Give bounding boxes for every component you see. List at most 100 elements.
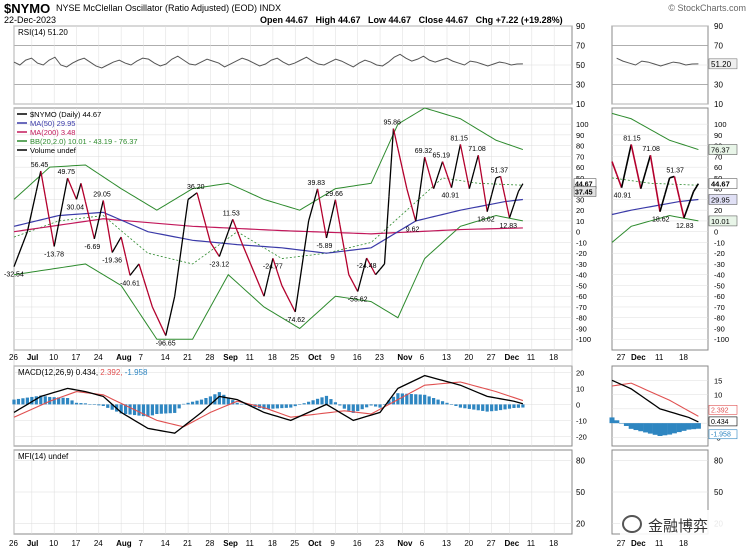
x-axis-label: Oct [308, 353, 322, 362]
macd-hist-bar [293, 404, 297, 407]
price-segment [486, 194, 493, 212]
chart-header: $NYMO NYSE McClellan Oscillator (Ratio A… [4, 1, 746, 27]
price-segment [263, 277, 270, 297]
price-segment [290, 302, 296, 313]
macd-hist-bar [88, 404, 92, 405]
zoom-price-segment [688, 191, 695, 205]
rsi-tick-label: 90 [576, 22, 585, 31]
price-segment [446, 174, 453, 188]
macd-hist-bar [351, 404, 355, 413]
brand-logo: 金融博弈 [620, 510, 746, 540]
x-axis-label-bottom: 18 [268, 539, 277, 548]
price-segment [459, 144, 466, 167]
price-annotation: 29.66 [325, 191, 343, 198]
macd-hist-bar [298, 404, 302, 405]
price-segment [174, 263, 180, 297]
price-segment [348, 274, 354, 284]
macd-hist-bar [190, 401, 195, 405]
price-segment [517, 183, 524, 192]
price-annotation: 9.62 [406, 226, 420, 233]
zoom-bb-mid-line [611, 177, 699, 186]
rsi-legend: RSI(14) 51.20 [18, 28, 68, 37]
macd-hist-bar [315, 398, 320, 405]
macd-hist-bar [110, 404, 114, 410]
macd-hist-bar [57, 397, 61, 405]
x-axis-label-bottom: Sep [223, 539, 238, 548]
price-segment [450, 165, 457, 188]
x-axis-label: 18 [268, 353, 277, 362]
price-segment [232, 219, 238, 232]
x-axis-label: 9 [330, 353, 335, 362]
zoom-price-segment [616, 174, 623, 188]
macd-hist-bar [124, 404, 128, 414]
zoom-price-annotation: 51.37 [666, 167, 684, 174]
zoom-macd-hist-bar [609, 417, 615, 424]
price-segment [254, 274, 261, 286]
zoom-macd-tag [708, 405, 738, 415]
macd-hist-bar [333, 402, 338, 405]
zoom-price-segment [683, 204, 690, 219]
price-annotation: 18.62 [477, 217, 495, 224]
main-tick-label: 30 [576, 195, 584, 204]
mfi-zoom-tick-label: 80 [714, 457, 723, 466]
price-segment [165, 315, 171, 336]
main-legend-entry: Volume undef [30, 146, 77, 155]
price-annotation: -74.62 [285, 317, 305, 324]
macd-hist-bar [521, 404, 525, 408]
macd-hist-bar [97, 404, 101, 406]
price-segment [102, 200, 109, 227]
zoom-price-segment [678, 196, 685, 219]
price-segment [214, 249, 220, 257]
price-segment [375, 268, 381, 276]
macd-hist-bar [494, 404, 498, 411]
macd-hist-bar [168, 404, 172, 414]
main-zoom-tick-label: -50 [714, 281, 725, 290]
zoom-main-tag [708, 194, 738, 205]
zoom-main-tag [708, 215, 738, 227]
macd-hist-bar [119, 404, 123, 414]
macd-hist-bar [275, 404, 279, 409]
price-segment [424, 156, 430, 174]
x-axis-label-bottom: 18 [549, 539, 558, 548]
price-segment [325, 218, 332, 239]
rsi-zoom-tick-label: 70 [714, 42, 723, 51]
main-tick-label: -90 [576, 324, 587, 333]
macd-hist-bar [262, 404, 266, 410]
zoom-macd-signal-line [611, 382, 699, 417]
macd-hist-bar [248, 404, 253, 406]
price-segment [276, 271, 283, 286]
macd-line [13, 374, 524, 434]
price-segment [406, 188, 412, 206]
price-segment [299, 251, 305, 282]
main-tick-label: -20 [576, 249, 587, 258]
zoom-x-axis-label: 11 [655, 353, 664, 362]
price-segment [209, 242, 216, 250]
main-tick-label: -100 [576, 335, 591, 344]
zoom-macd-hist-bar [623, 423, 629, 426]
x-axis-label-bottom: 10 [49, 539, 58, 548]
price-segment [392, 128, 399, 149]
price-segment [22, 231, 28, 244]
macd-hist-bar [454, 404, 458, 406]
macd-legend: MACD(12,26,9) 0.434, 2.392, -1.958 [18, 368, 148, 377]
macd-hist-bar [25, 397, 29, 405]
zoom-price-segment [635, 166, 642, 189]
price-segment [321, 213, 328, 239]
rsi-last-tag [708, 58, 738, 70]
x-axis-label: 16 [353, 353, 362, 362]
bb-lower-line [13, 215, 523, 340]
x-axis-label: 27 [487, 353, 496, 362]
zoom-x-axis-label-bottom: 11 [655, 539, 664, 548]
zoom-macd-hist-bar [667, 423, 673, 435]
macd-hist-bar [476, 404, 480, 411]
macd-hist-bar [231, 400, 235, 405]
price-segment [477, 155, 484, 184]
macd-hist-bar [43, 396, 47, 405]
main-zoom-tick-label: -40 [714, 271, 725, 280]
x-axis-label: Aug [116, 353, 132, 362]
mfi-legend: MFI(14) undef [18, 452, 69, 461]
zoom-price-segment [692, 183, 700, 192]
macd-hist-bar [65, 398, 70, 405]
zoom-price-segment [654, 183, 661, 212]
price-segment [142, 278, 149, 293]
